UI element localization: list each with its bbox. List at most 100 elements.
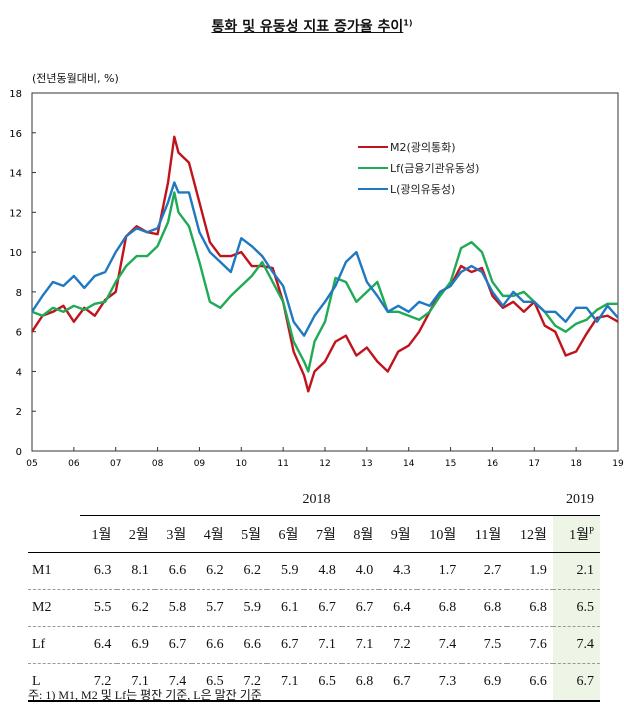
x-tick-label: 06	[68, 459, 80, 469]
table-cell: 6.4	[379, 589, 417, 627]
month-header-row: 1월 2월 3월 4월 5월 6월 7월 8월 9월 10월 11월 12월 1월P	[28, 515, 600, 553]
x-tick-label: 19	[612, 459, 624, 469]
table-cell: 6.5	[192, 663, 230, 702]
data-table: 2018 2019 1월 2월 3월 4월 5월 6월 7월 8월 9월 10월 11월 12월 1월P…	[28, 485, 600, 702]
series-line-0	[30, 135, 619, 393]
footnote: 주: 1) M1, M2 및 Lf는 평잔 기준, L은 말잔 기준	[28, 688, 262, 702]
table-cell: 5.9	[267, 552, 305, 590]
table-cell: 6.6	[229, 626, 268, 664]
table-cell: 6.5	[552, 589, 600, 627]
table-cell: 4.0	[341, 552, 380, 590]
table-cell: 7.2	[229, 663, 268, 702]
year-2018: 2018	[80, 485, 553, 516]
month-header: 5월	[241, 528, 262, 543]
table-cell: 7.1	[341, 626, 380, 664]
row-label: Lf	[28, 626, 80, 664]
month-header: 8월	[353, 528, 374, 543]
table-cell: 7.4	[552, 626, 600, 664]
table-cell: 5.8	[154, 589, 193, 627]
month-header-2019: 1월P	[552, 515, 600, 553]
y-tick-label: 8	[16, 288, 22, 299]
legend-label: M2(광의통화)	[390, 141, 456, 154]
unit-label: (전년동월대비, %)	[32, 72, 119, 85]
table-cell: 6.6	[154, 552, 193, 590]
table-cell: 1.7	[416, 552, 463, 590]
row-label: M2	[28, 589, 80, 627]
table-cell: 5.5	[80, 589, 118, 627]
year-header-row: 2018 2019	[28, 485, 600, 516]
title-footnote-mark: 1)	[403, 18, 413, 28]
table-cell: 6.2	[117, 589, 155, 627]
table-cell: 5.7	[192, 589, 230, 627]
x-tick-label: 11	[277, 459, 288, 469]
x-tick-label: 08	[152, 459, 164, 469]
table-cell: 6.4	[80, 626, 118, 664]
month-header: 1월	[91, 528, 112, 543]
table-cell: 6.1	[267, 589, 305, 627]
table-cell: 4.8	[304, 552, 342, 590]
table-cell: 7.4	[416, 626, 463, 664]
month-header: 10월	[429, 528, 457, 543]
series-line-1	[31, 191, 618, 373]
table-cell: 7.5	[462, 626, 508, 664]
table-cell: 6.8	[507, 589, 553, 627]
y-tick-label: 6	[16, 328, 22, 339]
y-tick-label: 16	[9, 129, 22, 140]
last-month: 1월	[569, 528, 589, 543]
legend-label: Lf(금융기관유동성)	[390, 162, 479, 175]
x-tick-label: 12	[319, 459, 330, 469]
table-row: Lf 6.4 6.9 6.7 6.6 6.6 6.7 7.1 7.1 7.2 7.4 7.5 7.6 7.…	[28, 626, 600, 664]
x-tick-label: 07	[110, 459, 121, 469]
table-cell: 6.8	[341, 663, 380, 702]
table-cell: 6.7	[304, 589, 342, 627]
table-cell: 7.1	[267, 663, 305, 702]
y-tick-label: 12	[9, 208, 22, 219]
month-header: 2월	[128, 528, 149, 543]
table-row: L 7.2 7.1 7.4 6.5 7.2 7.1 6.5 6.8 6.7 7.3 6.9 6.6 6.7	[28, 663, 600, 702]
x-tick-label: 10	[236, 459, 248, 469]
month-header: 7월	[315, 528, 336, 543]
x-tick-label: 18	[570, 459, 582, 469]
table-cell: 2.7	[462, 552, 508, 590]
month-header: 6월	[278, 528, 299, 543]
table-cell: 4.3	[379, 552, 417, 590]
table-cell: 7.4	[154, 663, 193, 702]
x-tick-label: 15	[445, 459, 456, 469]
table-cell: 7.2	[80, 663, 118, 702]
table-row: M1 6.3 8.1 6.6 6.2 6.2 5.9 4.8 4.0 4.3 1.7 2.7 1.9 2.…	[28, 552, 600, 590]
table-cell: 6.7	[379, 663, 417, 702]
y-tick-label: 10	[9, 248, 22, 259]
table-cell: 7.6	[507, 626, 553, 664]
x-tick-label: 14	[403, 459, 415, 469]
x-tick-label: 16	[487, 459, 499, 469]
month-header: 3월	[166, 528, 187, 543]
table-cell: 6.7	[267, 626, 305, 664]
table-cell: 6.7	[552, 663, 600, 702]
table-cell: 6.8	[416, 589, 463, 627]
series-line-2	[30, 181, 619, 337]
table-cell: 6.5	[304, 663, 342, 702]
table-cell: 6.6	[192, 626, 230, 664]
month-header: 9월	[390, 528, 411, 543]
y-tick-label: 0	[16, 447, 22, 458]
y-tick-label: 4	[16, 367, 22, 378]
y-tick-label: 18	[9, 89, 22, 100]
table-cell: 2.1	[552, 552, 600, 590]
chart-title: 통화 및 유동성 지표 증가율 추이1)	[0, 16, 624, 36]
table-cell: 8.1	[117, 552, 155, 590]
x-tick-label: 13	[361, 459, 372, 469]
preliminary-mark: P	[588, 525, 594, 536]
table-cell: 5.9	[229, 589, 268, 627]
table-cell: 6.2	[229, 552, 268, 590]
year-2019: 2019	[552, 485, 600, 516]
y-tick-label: 2	[16, 407, 22, 418]
table-cell: 6.6	[507, 663, 553, 702]
legend-label: L(광의유동성)	[390, 183, 455, 196]
month-header: 11월	[474, 528, 502, 543]
table-cell: 7.2	[379, 626, 417, 664]
x-tick-label: 05	[26, 459, 37, 469]
row-label: M1	[28, 552, 80, 590]
month-header: 12월	[520, 528, 547, 543]
table-cell: 6.7	[154, 626, 193, 664]
x-tick-label: 17	[529, 459, 540, 469]
